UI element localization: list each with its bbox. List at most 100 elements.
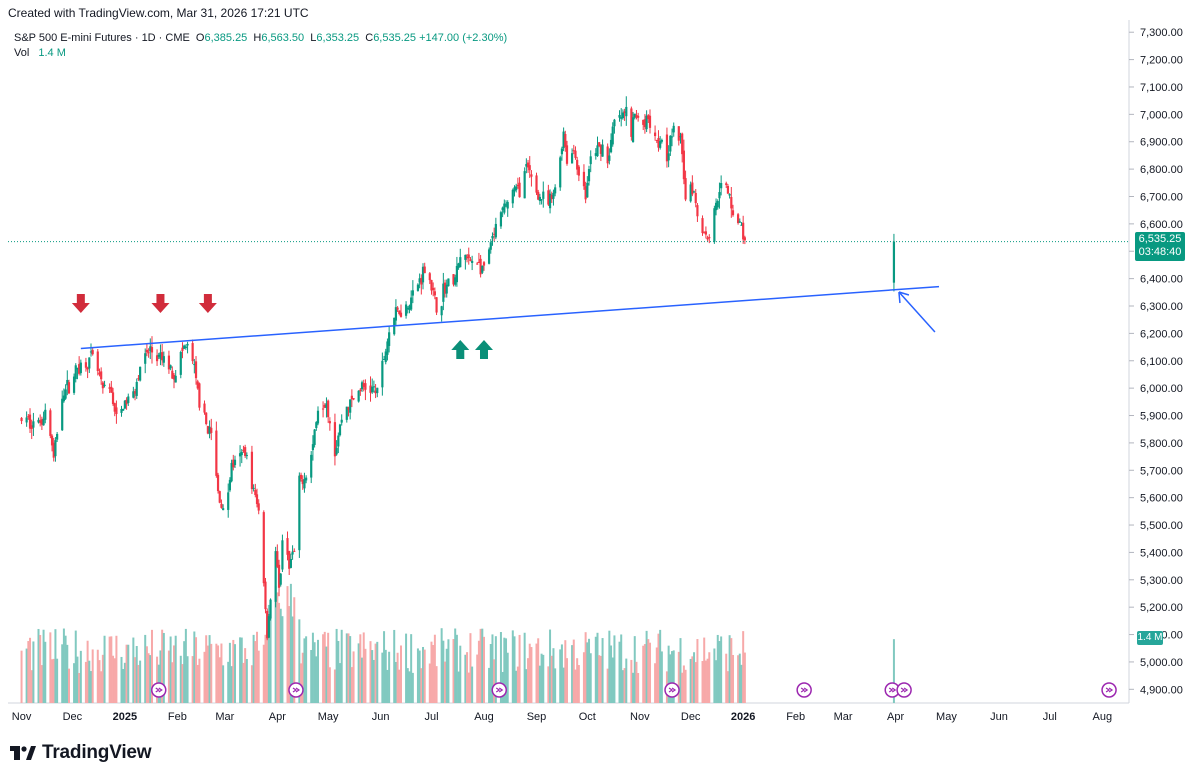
candle-body: [665, 134, 669, 162]
x-tick-label: Mar: [834, 711, 853, 723]
volume-bar: [525, 669, 528, 703]
candle-body: [162, 356, 165, 363]
volume-bar: [440, 628, 443, 703]
candle-body: [311, 444, 315, 451]
volume-bar: [620, 634, 623, 703]
event-marker-icon[interactable]: [288, 682, 304, 698]
x-tick-label: Mar: [215, 711, 234, 723]
drawings[interactable]: [8, 241, 1129, 698]
candle-body: [327, 400, 330, 418]
volume-bar: [29, 637, 32, 703]
candle-body: [32, 421, 35, 428]
event-marker-icon[interactable]: [896, 682, 912, 698]
candle-body: [554, 187, 557, 194]
candle-body: [218, 491, 221, 503]
candle-body: [469, 259, 472, 261]
candle-body: [660, 139, 663, 142]
volume-bar: [677, 651, 680, 703]
candle-body: [371, 386, 374, 393]
event-marker-icon[interactable]: [1101, 682, 1117, 698]
candle-body: [298, 475, 301, 551]
down-arrow-icon[interactable]: [151, 294, 170, 313]
y-tick-label: 6,400.00: [1140, 274, 1183, 286]
symbol-title[interactable]: S&P 500 E-mini Futures · 1D · CME: [14, 32, 190, 44]
volume-bar: [625, 658, 628, 703]
candle-body: [454, 277, 457, 285]
volume-bar: [167, 650, 170, 703]
candle-body: [515, 186, 518, 191]
volume-bar: [530, 647, 533, 703]
candle-body: [228, 479, 232, 491]
event-marker-icon[interactable]: [796, 682, 812, 698]
down-arrow-icon[interactable]: [198, 294, 217, 313]
pointer-arrow[interactable]: [898, 291, 936, 333]
candle-body: [479, 258, 482, 275]
volume-bar: [169, 636, 172, 703]
candle-body: [494, 223, 497, 238]
up-arrow-icon[interactable]: [451, 340, 470, 359]
volume-bar: [293, 597, 296, 703]
volume-bar: [156, 656, 159, 703]
trendline[interactable]: [80, 285, 940, 350]
volume-bar: [610, 645, 613, 703]
candle-body: [694, 192, 697, 204]
candle-body: [432, 287, 435, 291]
volume-bar: [27, 641, 30, 703]
volume-bar: [420, 668, 423, 703]
event-marker-icon[interactable]: [491, 682, 507, 698]
time-axis[interactable]: Nov Dec 2025 Feb Mar Apr May Jun Jul Aug Sep Oct Nov…: [12, 711, 1112, 723]
volume-bar: [459, 645, 462, 703]
candle-body: [184, 346, 187, 348]
volume-bar: [630, 659, 633, 703]
volume-bar: [316, 639, 319, 703]
volume-bar: [506, 652, 509, 703]
volume-bar: [256, 631, 259, 703]
candle-body: [157, 354, 160, 357]
volume-bar: [198, 658, 201, 703]
volume-bar: [32, 641, 35, 703]
price-axis[interactable]: 7,300.00 7,200.00 7,100.00 7,000.00 6,900.00…: [1129, 27, 1183, 696]
y-tick-label: 6,800.00: [1140, 164, 1183, 176]
candle-body: [493, 233, 496, 235]
candle-body: [88, 357, 91, 369]
volume-bar: [150, 629, 153, 703]
chart-grid: [8, 20, 1130, 704]
candle-body: [357, 390, 360, 402]
candle-body: [25, 417, 28, 423]
volume-bar: [469, 633, 472, 703]
volume-bar: [706, 658, 709, 703]
candle-body: [528, 165, 531, 171]
candle-body: [206, 426, 209, 434]
candle-body: [560, 148, 564, 155]
event-marker-icon[interactable]: [151, 682, 167, 698]
x-tick-label: Dec: [681, 711, 701, 723]
candle-body: [232, 459, 235, 468]
up-arrow-icon[interactable]: [474, 340, 493, 359]
volume-bar: [518, 634, 521, 703]
candle-body: [181, 347, 184, 351]
volume-bar: [416, 648, 419, 703]
volume-label[interactable]: Vol: [14, 47, 30, 59]
volume-bar: [601, 638, 604, 703]
candle-body: [504, 204, 508, 206]
volume-bar: [718, 641, 721, 703]
event-marker-icon[interactable]: [664, 682, 680, 698]
volume-bar: [479, 628, 482, 703]
tradingview-brand[interactable]: TradingView: [10, 742, 152, 764]
volume-bar: [743, 652, 746, 703]
down-arrow-icon[interactable]: [71, 294, 90, 313]
y-tick-label: 6,300.00: [1140, 301, 1183, 313]
candle-body: [423, 266, 426, 274]
candle-body: [599, 145, 602, 154]
candle-body: [50, 435, 54, 446]
volume-bar: [145, 646, 148, 703]
volume-bar: [632, 672, 635, 703]
candle-body: [289, 559, 292, 568]
event-marker-glyph: [888, 687, 897, 693]
volume-bar: [137, 664, 140, 703]
volume-bar: [584, 632, 587, 703]
candle-body: [250, 451, 254, 490]
candle-body: [716, 201, 719, 208]
volume-bar: [61, 644, 64, 703]
